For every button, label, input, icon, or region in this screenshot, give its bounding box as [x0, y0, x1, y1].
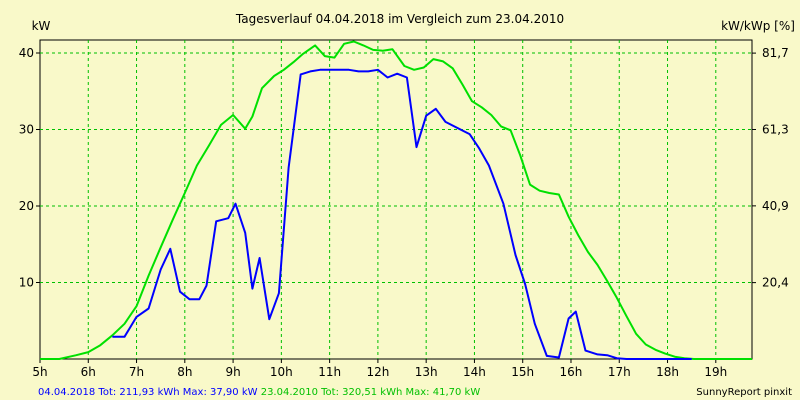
x-tick-label: 12h — [366, 365, 389, 379]
series-line-04-04-2018 — [112, 68, 692, 360]
y-tick-label: 30 — [19, 123, 34, 137]
x-tick-label: 7h — [129, 365, 144, 379]
x-tick-label: 9h — [225, 365, 240, 379]
x-tick-label: 17h — [608, 365, 631, 379]
y-axis-label-right: kW/kWp [%] — [721, 19, 795, 33]
y-axis-label-left: kW — [32, 19, 51, 33]
y2-tick-label: 20,4 — [762, 276, 789, 290]
plot-area-frame — [39, 39, 753, 360]
footer-series-2018: 04.04.2018 Tot: 211,93 kWh Max: 37,90 kW — [38, 387, 258, 398]
footer-series-2010: 23.04.2010 Tot: 320,51 kWh Max: 41,70 kW — [260, 387, 481, 398]
y2-tick-label: 81,7 — [762, 46, 789, 60]
x-tick-label: 16h — [560, 365, 583, 379]
series-line-23-04-2010 — [40, 40, 752, 360]
x-tick-label: 15h — [511, 365, 534, 379]
y-tick-label: 40 — [19, 46, 34, 60]
x-tick-label: 19h — [704, 365, 727, 379]
y2-tick-label: 61,3 — [762, 122, 789, 136]
footer-summary: 04.04.2018 Tot: 211,93 kWh Max: 37,90 kW… — [38, 386, 480, 400]
x-tick-label: 11h — [318, 365, 341, 379]
x-tick-label: 13h — [415, 365, 438, 379]
x-tick-label: 6h — [81, 365, 96, 379]
x-tick-label: 10h — [270, 365, 293, 379]
chart-title: Tagesverlauf 04.04.2018 im Vergleich zum… — [235, 12, 564, 26]
x-tick-label: 18h — [656, 365, 679, 379]
x-tick-label: 8h — [177, 365, 192, 379]
y2-tick-label: 40,9 — [762, 199, 789, 213]
y-tick-label: 20 — [19, 199, 34, 213]
x-tick-label: 14h — [463, 365, 486, 379]
footer-bar: 04.04.2018 Tot: 211,93 kWh Max: 37,90 kW… — [0, 386, 800, 400]
y-tick-label: 10 — [19, 276, 34, 290]
x-tick-label: 5h — [32, 365, 47, 379]
footer-brand: SunnyReport pinxit — [696, 387, 792, 398]
